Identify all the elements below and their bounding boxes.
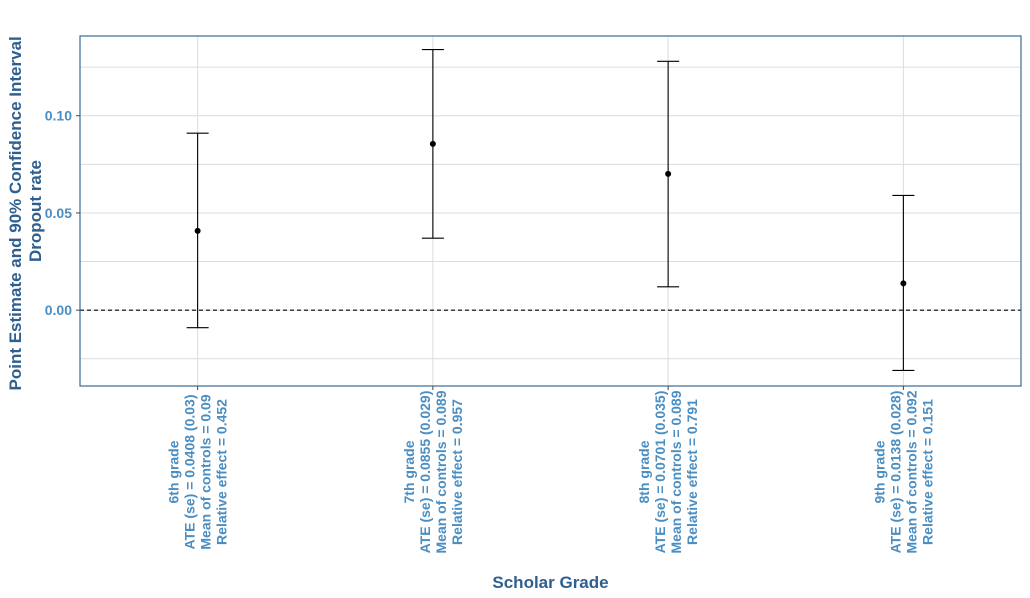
- x-category-label-line: Relative effect = 0.957: [449, 399, 465, 545]
- x-category-label: 9th gradeATE (se) = 0.0138 (0.028)Mean o…: [871, 390, 935, 553]
- panel-border: [79, 35, 1022, 387]
- point-estimate: [665, 170, 672, 177]
- y-axis-title-line: Dropout rate: [26, 160, 45, 262]
- y-axis-title-line: Point Estimate and 90% Confidence Interv…: [6, 36, 25, 390]
- x-category-label: 8th gradeATE (se) = 0.0701 (0.035)Mean o…: [636, 390, 700, 553]
- y-tick-label: 0.05: [45, 205, 72, 221]
- marks-layer: [186, 49, 915, 371]
- y-tick-label: 0.00: [45, 302, 72, 318]
- x-category-label: 7th gradeATE (se) = 0.0855 (0.029)Mean o…: [401, 390, 465, 553]
- x-category-label-line: Relative effect = 0.151: [919, 399, 935, 545]
- errorbar-group: [892, 194, 915, 371]
- errorbar-group: [657, 60, 680, 288]
- x-category-label-line: 7th grade: [401, 440, 417, 503]
- x-axis-title: Scholar Grade: [492, 573, 608, 592]
- x-category-label-line: ATE (se) = 0.0138 (0.028): [887, 391, 903, 554]
- x-category-labels: 6th gradeATE (se) = 0.0408 (0.03)Mean of…: [166, 386, 935, 554]
- point-estimate: [900, 280, 907, 287]
- point-estimate: [194, 227, 201, 234]
- y-axis-title: Point Estimate and 90% Confidence Interv…: [6, 32, 45, 391]
- y-ticks: 0.00 0.05 0.10: [45, 108, 80, 318]
- x-category-label-line: Relative effect = 0.791: [684, 399, 700, 545]
- x-category-label: 6th gradeATE (se) = 0.0408 (0.03)Mean of…: [166, 394, 230, 549]
- point-estimate: [429, 140, 436, 147]
- x-category-label-line: 6th grade: [166, 440, 182, 503]
- x-category-label-line: Mean of controls = 0.092: [903, 390, 919, 553]
- y-tick-label: 0.10: [45, 108, 72, 124]
- x-category-label-line: ATE (se) = 0.0855 (0.029): [417, 391, 433, 554]
- errorbar-group: [421, 49, 444, 239]
- x-category-label-line: Relative effect = 0.452: [214, 399, 230, 545]
- x-category-label-line: ATE (se) = 0.0408 (0.03): [182, 395, 198, 550]
- x-category-label-line: Mean of controls = 0.089: [668, 390, 684, 553]
- x-category-label-line: ATE (se) = 0.0701 (0.035): [652, 391, 668, 554]
- x-category-label-line: Mean of controls = 0.09: [198, 394, 214, 549]
- x-category-label-line: 8th grade: [636, 440, 652, 503]
- errorbar-group: [186, 132, 209, 329]
- grid-layer: [80, 36, 1021, 386]
- x-category-label-line: 9th grade: [871, 440, 887, 503]
- x-category-label-line: Mean of controls = 0.089: [433, 390, 449, 553]
- axis-titles: Point Estimate and 90% Confidence Interv…: [6, 32, 609, 592]
